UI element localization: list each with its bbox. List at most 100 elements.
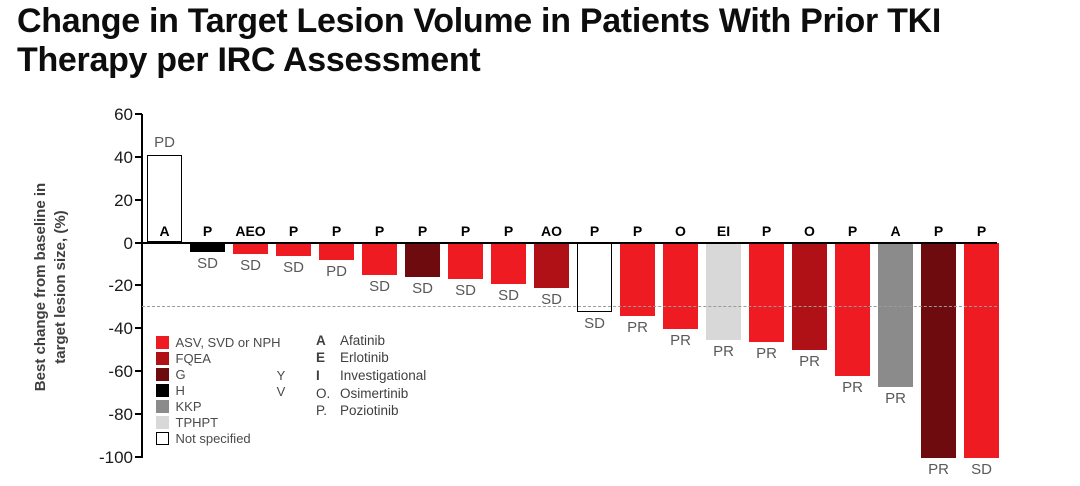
minus-30-reference-line xyxy=(142,306,997,307)
prior-tki-label: P xyxy=(589,223,600,239)
response-label: PR xyxy=(799,353,820,371)
y-tick-label: -20 xyxy=(108,276,133,296)
prior-tki-label: O xyxy=(675,223,686,239)
y-axis-line xyxy=(141,114,143,458)
prior-tki-label: O xyxy=(804,223,815,239)
color-legend-label: KKP xyxy=(175,399,202,414)
response-label: PR xyxy=(627,318,648,336)
legend: ASV, SVD or NPH FQEA G H KKP TPHPT Not specifi… xyxy=(156,332,486,469)
response-label: PD xyxy=(326,263,347,281)
bar xyxy=(749,243,784,342)
treatment-name: Afatinib xyxy=(340,332,386,348)
response-label: SD xyxy=(412,280,433,298)
prior-tki-label: P xyxy=(331,223,342,239)
fqea-swatch xyxy=(156,352,169,365)
response-label: SD xyxy=(541,291,562,309)
y-tick-mark xyxy=(135,241,142,244)
bar xyxy=(147,154,182,243)
bar xyxy=(577,243,612,312)
stray-letter: Y xyxy=(276,368,286,383)
color-legend-label: H xyxy=(175,383,185,398)
treatment-name: Erlotinib xyxy=(340,350,389,366)
treatment-name: Poziotinib xyxy=(340,403,399,419)
color-legend-item: Not specified xyxy=(156,431,251,446)
treatment-legend-item: I Investigational xyxy=(316,367,426,383)
bar xyxy=(706,243,741,340)
response-label: SD xyxy=(197,254,218,272)
bar xyxy=(620,243,655,316)
treatment-name: Investigational xyxy=(340,367,427,383)
prior-tki-label: EI xyxy=(716,223,731,239)
response-label: SD xyxy=(584,314,605,332)
treatment-key: E xyxy=(316,350,326,366)
not-specified-swatch xyxy=(156,432,169,445)
y-tick-mark xyxy=(135,456,142,458)
response-label: PR xyxy=(756,344,777,362)
color-legend-label: Not specified xyxy=(175,431,251,446)
y-tick-mark xyxy=(135,198,142,201)
prior-tki-label: P xyxy=(632,223,643,239)
bar xyxy=(190,243,225,252)
kkp-swatch xyxy=(156,400,169,413)
page-title: Change in Target Lesion Volume in Patien… xyxy=(17,2,941,80)
y-tick-label: 60 xyxy=(114,104,133,124)
response-label: PR xyxy=(713,342,734,360)
page-title-line2: Therapy per IRC Assessment xyxy=(17,41,481,79)
h-swatch xyxy=(156,384,169,397)
asv-svd-nph-swatch xyxy=(156,336,169,349)
prior-tki-label: AO xyxy=(541,223,562,239)
prior-tki-label: P xyxy=(417,223,428,239)
y-tick-label: 0 xyxy=(123,233,133,253)
treatment-key: P. xyxy=(316,403,328,419)
response-label: SD xyxy=(971,460,992,478)
response-label: SD xyxy=(369,278,390,296)
bar xyxy=(491,243,526,284)
prior-tki-label: A xyxy=(890,223,901,239)
y-tick-mark xyxy=(135,112,142,115)
response-label: PR xyxy=(670,331,691,349)
g-swatch xyxy=(156,368,169,381)
bar xyxy=(276,243,311,256)
bar xyxy=(319,243,354,261)
y-tick-mark xyxy=(135,413,142,416)
page-title-line1: Change in Target Lesion Volume in Patien… xyxy=(17,2,941,40)
zero-baseline xyxy=(141,241,997,244)
treatment-key: A xyxy=(316,332,326,348)
treatment-legend-item: P. Poziotinib xyxy=(316,403,399,419)
prior-tki-label: P xyxy=(761,223,772,239)
prior-tki-label: P xyxy=(202,223,213,239)
tphpt-swatch xyxy=(156,416,169,429)
prior-tki-label: AEO xyxy=(235,223,266,239)
response-label: SD xyxy=(455,282,476,300)
treatment-legend-item: A Afatinib xyxy=(316,332,385,348)
y-tick-mark xyxy=(135,327,142,330)
color-legend-label: ASV, SVD or NPH xyxy=(175,335,281,350)
response-label: SD xyxy=(240,256,261,274)
color-legend-item: G xyxy=(156,367,186,382)
prior-tki-label: P xyxy=(503,223,514,239)
color-legend-item: H xyxy=(156,383,185,398)
y-tick-mark xyxy=(135,155,142,158)
color-legend-label: TPHPT xyxy=(175,415,219,430)
y-axis-title: Best change from baseline in target lesi… xyxy=(31,137,75,437)
bar xyxy=(921,243,956,458)
response-label: PR xyxy=(928,460,949,478)
bar xyxy=(362,243,397,276)
prior-tki-label: P xyxy=(288,223,299,239)
stray-letter: V xyxy=(276,384,286,399)
prior-tki-label: P xyxy=(460,223,471,239)
prior-tki-label: P xyxy=(976,223,987,239)
color-legend-item: KKP xyxy=(156,399,202,414)
treatment-name: Osimertinib xyxy=(340,385,409,401)
response-label: SD xyxy=(498,286,519,304)
bar xyxy=(448,243,483,280)
treatment-key: I xyxy=(316,367,320,383)
bar xyxy=(964,243,999,458)
y-tick-mark xyxy=(135,370,142,373)
bar xyxy=(792,243,827,351)
response-label: SD xyxy=(283,258,304,276)
color-legend-item: ASV, SVD or NPH xyxy=(156,335,281,350)
color-legend-label: FQEA xyxy=(175,351,211,366)
